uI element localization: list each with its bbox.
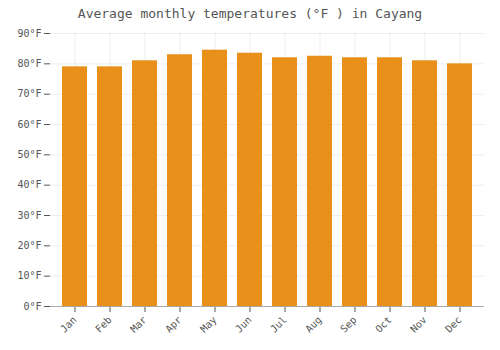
svg-text:Feb: Feb: [93, 314, 114, 335]
svg-text:30°F: 30°F: [17, 210, 41, 221]
svg-text:20°F: 20°F: [17, 240, 41, 251]
svg-text:40°F: 40°F: [17, 179, 41, 190]
svg-text:Aug: Aug: [303, 314, 324, 335]
svg-text:Jul: Jul: [268, 314, 289, 335]
svg-text:50°F: 50°F: [17, 149, 41, 160]
svg-text:Jun: Jun: [233, 314, 254, 335]
svg-text:Mar: Mar: [128, 314, 149, 335]
svg-text:10°F: 10°F: [17, 270, 41, 281]
svg-text:Dec: Dec: [443, 314, 464, 335]
svg-text:May: May: [198, 314, 219, 335]
svg-text:Apr: Apr: [163, 314, 184, 335]
svg-text:Oct: Oct: [373, 314, 394, 335]
svg-text:0°F: 0°F: [23, 301, 41, 312]
svg-text:80°F: 80°F: [17, 58, 41, 69]
svg-text:90°F: 90°F: [17, 28, 41, 39]
html-text:Average monthly temperatures (: Average monthly temperatures (°F ) in Ca…: [77, 6, 423, 21]
svg-text:70°F: 70°F: [17, 88, 41, 99]
svg-text:Jan: Jan: [58, 314, 79, 335]
svg-text:Sep: Sep: [338, 314, 359, 335]
svg-text:60°F: 60°F: [17, 119, 41, 130]
svg-text:Nov: Nov: [408, 314, 429, 335]
